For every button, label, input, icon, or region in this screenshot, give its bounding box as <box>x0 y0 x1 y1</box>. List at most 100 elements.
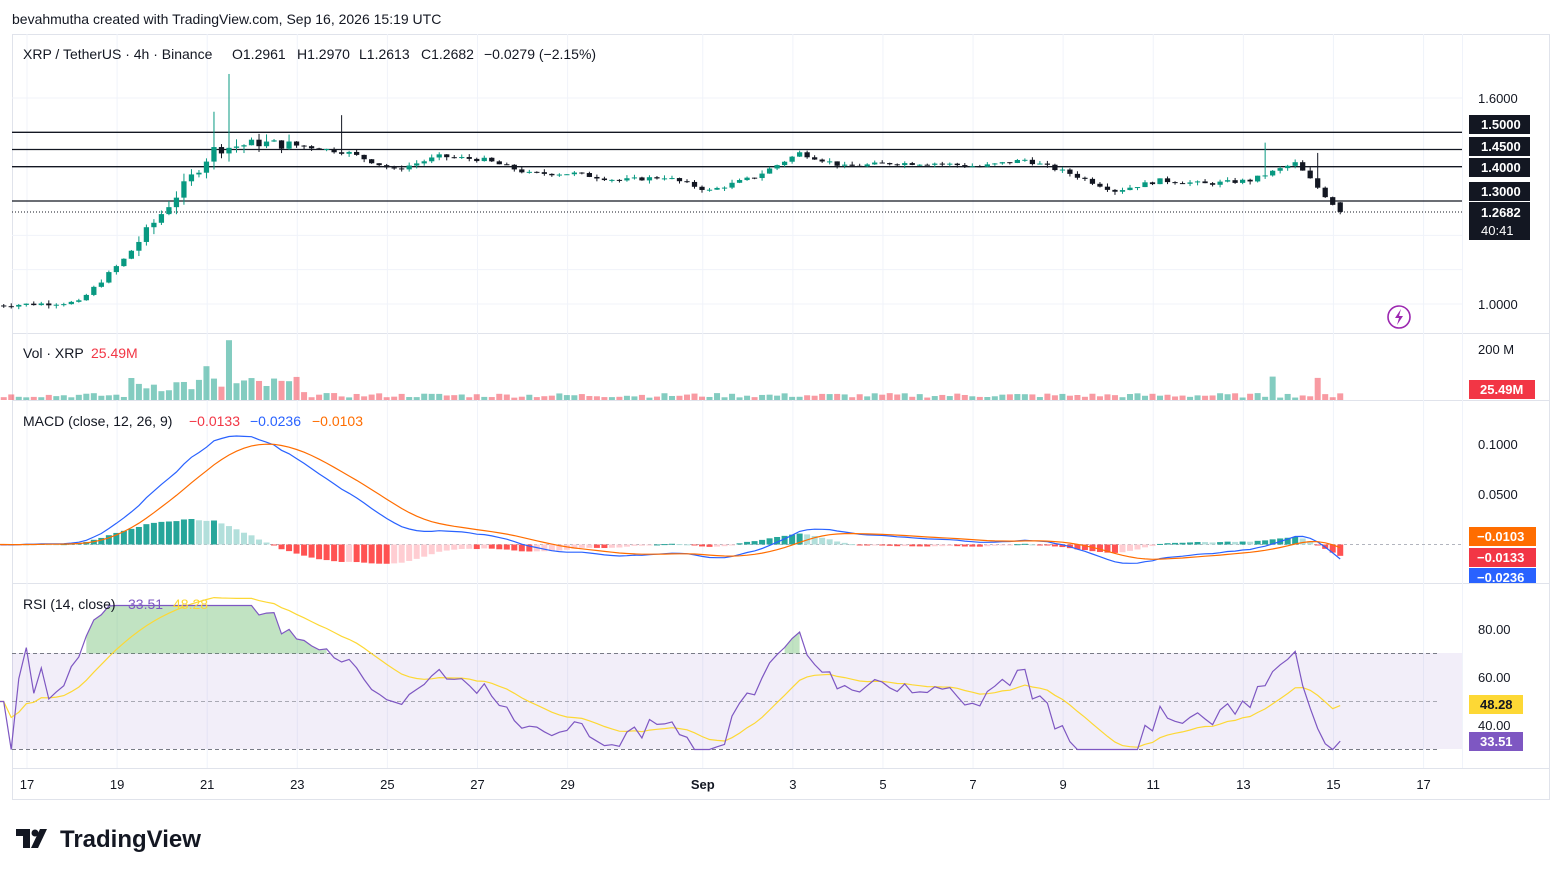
time-axis-label: 23 <box>290 777 304 792</box>
volume-bar <box>676 395 683 400</box>
volume-bar <box>1292 397 1299 400</box>
candle <box>714 186 720 190</box>
macd-hist-bar <box>916 544 923 547</box>
volume-bar <box>931 396 938 400</box>
volume-bar <box>533 397 540 400</box>
macd-hist-bar <box>428 544 435 555</box>
candle <box>1007 162 1013 165</box>
volume-bar <box>1194 395 1201 400</box>
candle <box>917 164 923 167</box>
volume-bar <box>819 393 826 400</box>
volume-bar <box>1149 393 1156 400</box>
volume-bar <box>781 393 788 400</box>
level-lines[interactable] <box>12 131 1462 202</box>
macd-hist-bar <box>233 529 240 545</box>
candle <box>669 175 675 180</box>
candle <box>699 185 705 193</box>
macd-hist-bar <box>473 544 480 550</box>
volume-bar <box>308 397 315 400</box>
vertical-grid <box>26 34 1425 768</box>
volume-bar <box>1119 397 1126 400</box>
macd-hist-bar <box>1029 544 1036 546</box>
macd-hist-bar <box>1239 541 1246 545</box>
volume-bar <box>1299 395 1306 400</box>
volume-bar <box>1059 393 1066 400</box>
volume-bar <box>939 394 946 400</box>
volume-bar <box>608 397 615 400</box>
macd-hist-bar <box>1314 544 1321 546</box>
volume-bar <box>158 391 165 400</box>
candle <box>751 177 758 180</box>
candle <box>346 150 352 157</box>
volume-bar <box>458 394 465 400</box>
macd-hist-bar <box>789 534 796 545</box>
candle <box>1270 170 1276 177</box>
macd-hist-bar <box>616 544 623 548</box>
macd-hist-badge: −0.0133 <box>1469 548 1536 567</box>
macd-hist-bar <box>1254 540 1261 545</box>
volume-bar <box>271 378 278 400</box>
candle <box>211 111 217 170</box>
macd-hist-bar <box>263 542 270 545</box>
macd-hist-bar <box>256 539 263 545</box>
candle <box>962 163 968 168</box>
candle <box>1112 189 1118 195</box>
candle <box>887 162 893 166</box>
macd-hist-bar <box>218 523 225 545</box>
last-price-badge: 1.2682 40:41 <box>1469 202 1530 240</box>
chart-frame[interactable] <box>12 34 1550 800</box>
volume-bar <box>68 397 75 400</box>
candle <box>1209 182 1216 187</box>
candle <box>196 170 202 178</box>
volume-bar <box>1337 393 1344 400</box>
candle <box>399 165 405 172</box>
candles[interactable] <box>0 73 1343 310</box>
volume-bar <box>699 396 706 400</box>
volume-bar <box>1089 393 1096 400</box>
macd-hist-bar <box>819 537 826 545</box>
macd-hist-bar <box>954 544 961 547</box>
volume-bar <box>1329 397 1336 400</box>
volume-bar <box>466 397 473 400</box>
macd-hist-bar <box>683 544 690 546</box>
volume-bar <box>661 393 668 400</box>
candle <box>46 300 52 309</box>
candle <box>639 176 645 181</box>
time-axis-label: 29 <box>560 777 574 792</box>
macd-hist-value: −0.0133 <box>189 413 240 429</box>
macd-hist-bar <box>496 544 503 550</box>
volume-title: Vol · XRP <box>23 345 84 361</box>
volume-bar <box>1277 397 1284 400</box>
volume-bar <box>586 396 593 400</box>
time-axis[interactable]: 17 19 21 23 25 27 29 Sep 3 5 7 9 11 13 15 17 <box>20 777 1431 792</box>
macd-value: −0.0236 <box>250 413 301 429</box>
volume-axis-label: 200 M <box>1478 342 1514 357</box>
candle <box>661 175 668 181</box>
macd-hist-bar <box>511 544 518 551</box>
candle <box>338 115 345 156</box>
volume-bar <box>1209 395 1216 400</box>
candle <box>218 144 225 159</box>
volume-bar <box>203 366 210 400</box>
candle <box>1037 161 1043 165</box>
volume-bar <box>1269 376 1276 400</box>
candle <box>369 159 375 164</box>
candle <box>143 224 150 246</box>
volume-bar <box>443 395 450 400</box>
candle <box>83 293 89 301</box>
candle <box>1337 202 1343 215</box>
lightning-icon[interactable] <box>1387 305 1411 329</box>
volume-bar <box>631 396 638 400</box>
volume-bar <box>578 394 585 400</box>
candle <box>166 201 172 216</box>
volume-bar <box>916 394 923 400</box>
macd-hist-bar <box>368 544 375 564</box>
macd-hist-bar <box>638 544 645 546</box>
macd-hist-bar <box>571 544 578 549</box>
macd-hist-bar <box>1164 543 1171 545</box>
macd-hist-bar <box>203 520 210 545</box>
macd-hist-bar <box>301 544 308 556</box>
macd-hist-bar <box>1292 536 1299 545</box>
candle <box>1044 160 1051 168</box>
